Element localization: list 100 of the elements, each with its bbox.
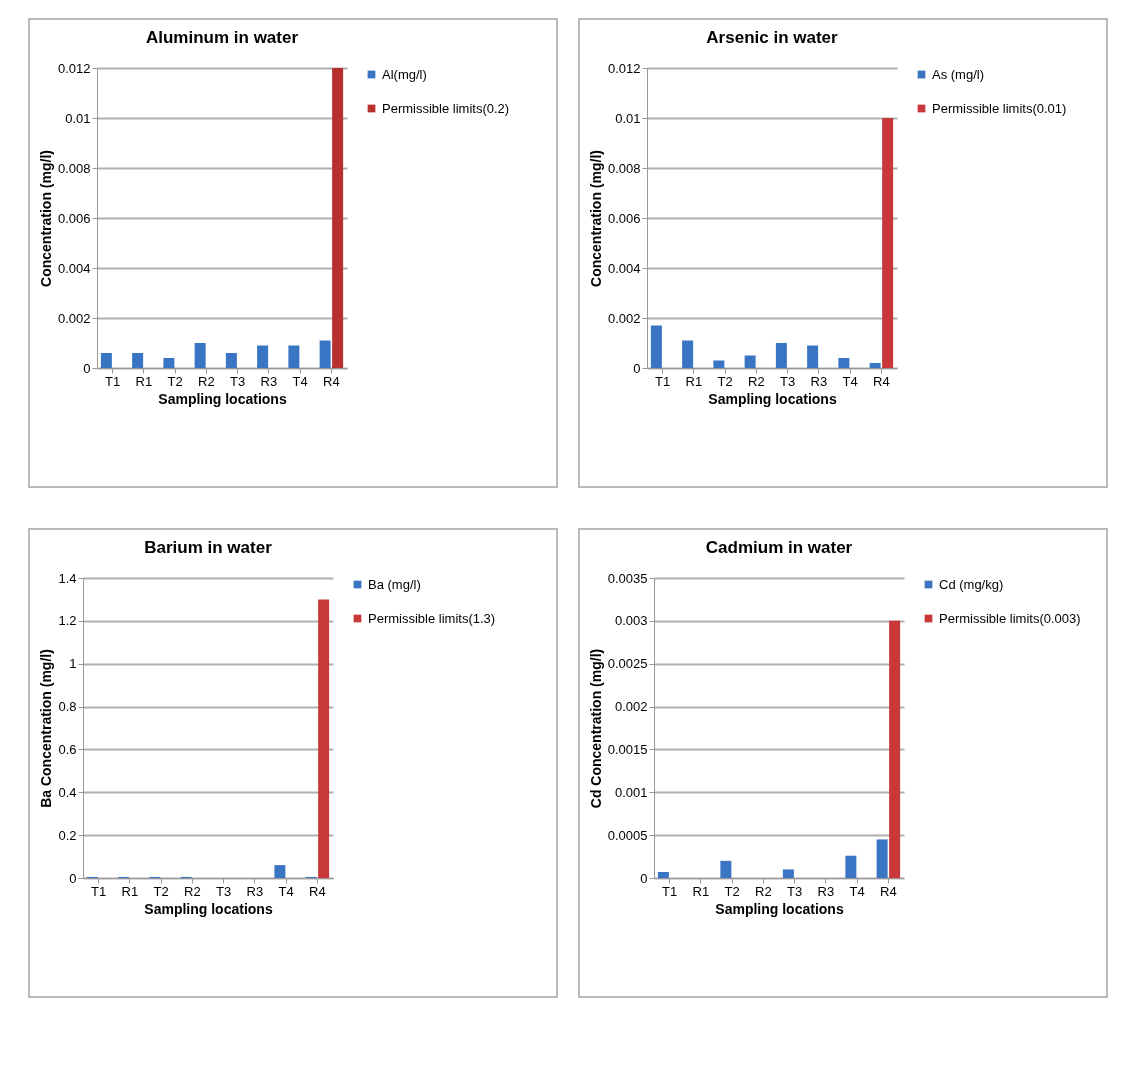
x-tick-label: T2 xyxy=(717,373,733,389)
bar xyxy=(650,325,662,368)
x-tick-label: T1 xyxy=(105,373,121,389)
bar xyxy=(876,839,888,878)
x-tick-label: R1 xyxy=(121,883,139,899)
bar xyxy=(274,865,286,878)
y-axis-title: Concentration (mg/l) xyxy=(37,150,54,287)
y-tick-label: 0.01 xyxy=(65,110,91,126)
y-tick-label: 0.008 xyxy=(57,160,91,176)
y-tick-label: 0.0005 xyxy=(607,827,648,843)
chart-title: Aluminum in water xyxy=(145,28,299,47)
y-tick-label: 0.0015 xyxy=(607,741,648,757)
bar xyxy=(225,353,237,368)
y-tick-label: 0.006 xyxy=(607,210,641,226)
x-tick-label: T1 xyxy=(655,373,671,389)
x-tick-label: T3 xyxy=(780,373,796,389)
x-tick-label: T1 xyxy=(91,883,107,899)
bar xyxy=(318,599,330,878)
y-tick-label: 0.008 xyxy=(607,160,641,176)
y-tick-label: 0 xyxy=(83,360,91,376)
bar xyxy=(194,343,206,368)
x-tick-label: R1 xyxy=(692,883,710,899)
bar xyxy=(132,353,144,368)
bar xyxy=(257,345,269,368)
y-tick-label: 0.003 xyxy=(614,613,648,629)
bar xyxy=(744,355,756,368)
legend-label: Permissible limits(0.003) xyxy=(939,610,1081,626)
bar xyxy=(332,68,344,368)
legend-label: Cd (mg/kg) xyxy=(939,576,1004,592)
x-tick-label: R1 xyxy=(685,373,703,389)
chart-title: Arsenic in water xyxy=(706,28,839,47)
x-tick-label: R2 xyxy=(198,373,215,389)
legend-label: Permissible limits(1.3) xyxy=(368,610,496,626)
bar xyxy=(882,118,894,368)
x-tick-label: T2 xyxy=(153,883,169,899)
y-tick-label: 1.2 xyxy=(58,613,77,629)
bar xyxy=(775,343,787,368)
y-tick-label: 0.002 xyxy=(57,310,91,326)
x-axis-title: Sampling locations xyxy=(715,900,844,917)
x-tick-label: R3 xyxy=(817,883,835,899)
legend-label: As (mg/l) xyxy=(932,66,984,82)
bar xyxy=(807,345,819,368)
x-tick-label: R4 xyxy=(873,373,890,389)
x-tick-label: T4 xyxy=(842,373,858,389)
y-tick-label: 0 xyxy=(69,870,77,886)
bar xyxy=(782,869,794,878)
x-tick-label: R1 xyxy=(135,373,153,389)
bar xyxy=(838,358,850,368)
bar xyxy=(845,855,857,878)
x-tick-label: T4 xyxy=(278,883,294,899)
bar xyxy=(100,353,112,368)
x-tick-label: T4 xyxy=(292,373,308,389)
y-tick-label: 0.8 xyxy=(58,699,77,715)
y-tick-label: 0.002 xyxy=(607,310,641,326)
x-tick-label: R4 xyxy=(309,883,326,899)
legend-label: Permissible limits(0.01) xyxy=(932,100,1067,116)
x-tick-label: R3 xyxy=(260,373,278,389)
y-tick-label: 1 xyxy=(69,656,77,672)
y-tick-label: 0.4 xyxy=(58,784,77,800)
y-tick-label: 1.4 xyxy=(58,570,77,586)
x-axis-title: Sampling locations xyxy=(708,390,837,407)
bar xyxy=(319,340,331,368)
x-tick-label: R3 xyxy=(810,373,828,389)
x-tick-label: R4 xyxy=(323,373,340,389)
legend-label: Al(mg/l) xyxy=(382,66,427,82)
bar xyxy=(163,358,175,368)
y-tick-label: 0.004 xyxy=(607,260,641,276)
x-tick-label: T4 xyxy=(849,883,865,899)
y-tick-label: 0.012 xyxy=(57,60,91,76)
x-tick-label: T3 xyxy=(216,883,232,899)
x-tick-label: T3 xyxy=(787,883,803,899)
y-tick-label: 0 xyxy=(633,360,641,376)
y-tick-label: 0.0035 xyxy=(607,570,648,586)
x-tick-label: T2 xyxy=(167,373,183,389)
x-axis-title: Sampling locations xyxy=(144,900,273,917)
x-tick-label: R2 xyxy=(748,373,765,389)
legend-label: Permissible limits(0.2) xyxy=(382,100,510,116)
x-tick-label: T1 xyxy=(662,883,678,899)
y-tick-label: 0.01 xyxy=(615,110,641,126)
bar xyxy=(288,345,300,368)
y-tick-label: 0.6 xyxy=(58,741,77,757)
legend-label: Ba (mg/l) xyxy=(368,576,421,592)
x-tick-label: R2 xyxy=(755,883,772,899)
bar xyxy=(869,363,881,368)
y-tick-label: 0.2 xyxy=(58,827,77,843)
y-axis-title: Concentration (mg/l) xyxy=(587,150,604,287)
bar xyxy=(682,340,694,368)
x-tick-label: R2 xyxy=(184,883,201,899)
bar xyxy=(720,860,732,878)
y-axis-title: Ba Concentration (mg/l) xyxy=(38,649,55,808)
x-tick-label: R3 xyxy=(246,883,264,899)
y-tick-label: 0.002 xyxy=(614,699,648,715)
bar xyxy=(657,872,669,878)
y-tick-label: 0.004 xyxy=(57,260,91,276)
bar xyxy=(889,620,901,878)
y-tick-label: 0.012 xyxy=(607,60,641,76)
x-tick-label: T2 xyxy=(724,883,740,899)
y-tick-label: 0 xyxy=(640,870,648,886)
chart-title: Barium in water xyxy=(144,538,273,557)
y-axis-title: Cd Concentration (mg/l) xyxy=(587,648,604,809)
